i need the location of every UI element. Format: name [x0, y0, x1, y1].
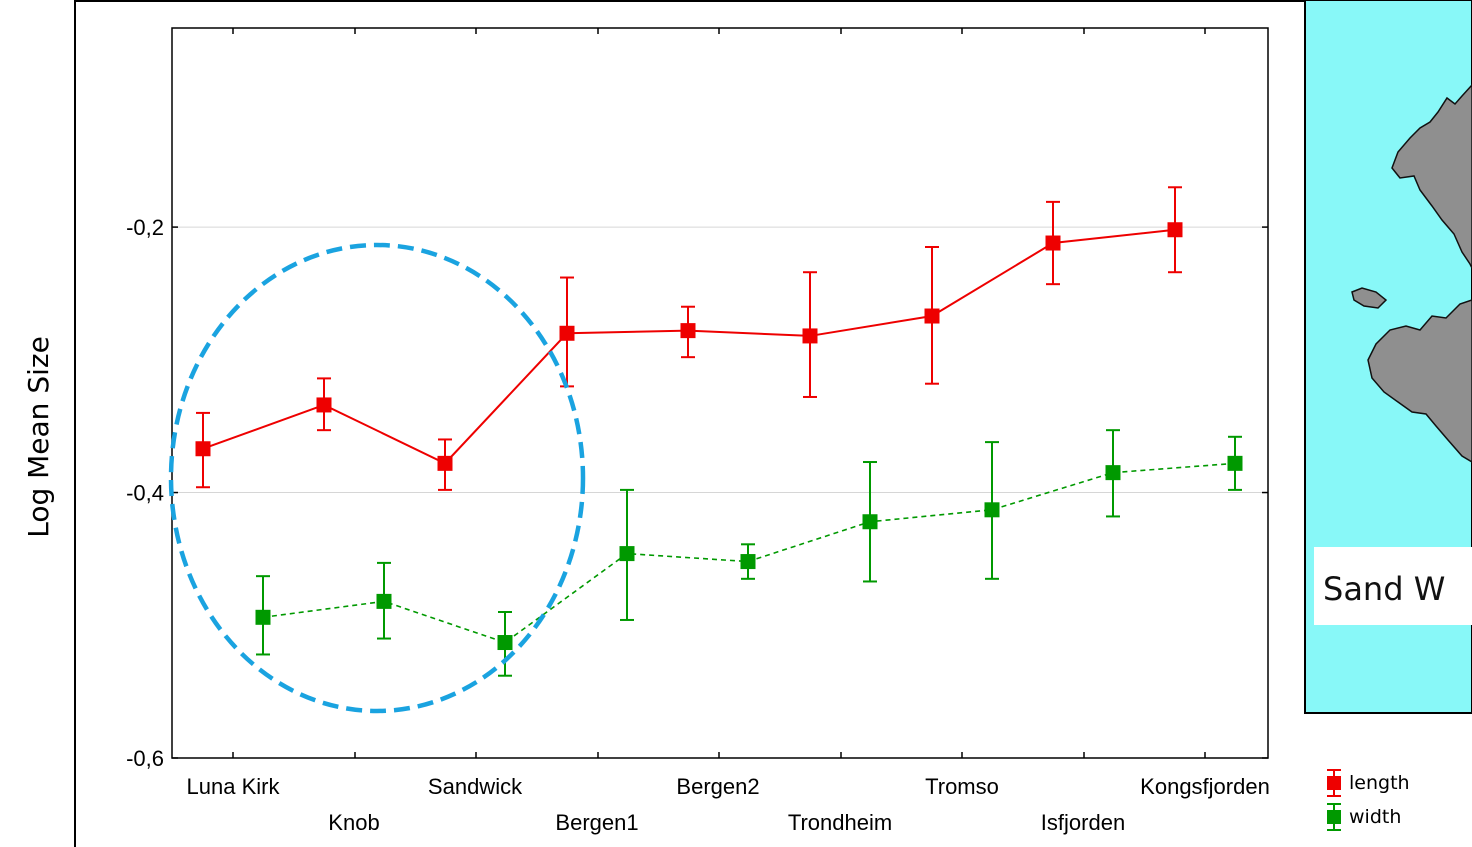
x-tick-label: Sandwick — [428, 774, 523, 799]
inset-map-land — [1351, 287, 1388, 309]
series-layer — [195, 186, 1243, 677]
data-point — [437, 455, 453, 471]
inset-caption-box — [1314, 547, 1472, 625]
inset-map-land — [1391, 83, 1472, 269]
data-point — [1227, 455, 1243, 471]
y-tick-label: -0,2 — [126, 215, 164, 240]
data-point — [497, 635, 513, 651]
data-point — [255, 609, 271, 625]
series-width — [255, 429, 1243, 677]
plot-area: Luna Kirk Knob Sandwick Bergen1 Bergen2 Trond… — [126, 27, 1270, 835]
x-tick-label: Trondheim — [788, 810, 892, 835]
y-tick-label: -0,6 — [126, 746, 164, 771]
data-point — [802, 328, 818, 344]
highlight-ellipse — [168, 242, 586, 714]
inset-caption: Sand W — [1323, 570, 1445, 608]
data-point — [1105, 465, 1121, 481]
data-point — [862, 514, 878, 530]
x-tick-label: Kongsfjorden — [1140, 774, 1270, 799]
data-point — [376, 593, 392, 609]
data-point — [316, 397, 332, 413]
inset-map-land — [1367, 299, 1472, 463]
x-axis-ticks: Luna Kirk Knob Sandwick Bergen1 Bergen2 Trond… — [187, 28, 1270, 835]
x-tick-label: Bergen2 — [676, 774, 759, 799]
data-point — [1167, 222, 1183, 238]
legend-swatch — [1327, 776, 1341, 790]
data-point — [680, 323, 696, 339]
x-tick-label: Knob — [328, 810, 379, 835]
gridlines — [172, 226, 1268, 494]
plot-frame — [171, 27, 1269, 759]
legend-swatch — [1327, 810, 1341, 824]
data-point — [984, 502, 1000, 518]
x-tick-label: Tromso — [925, 774, 999, 799]
data-point — [924, 308, 940, 324]
y-axis-ticks: -0,6 -0,4 -0,2 — [126, 215, 1268, 771]
x-tick-label: Bergen1 — [555, 810, 638, 835]
y-axis-title: Log Mean Size — [22, 336, 55, 538]
data-point — [740, 554, 756, 570]
data-point — [619, 546, 635, 562]
legend-label: width — [1349, 806, 1401, 828]
inset-map: Sand W — [1304, 0, 1472, 714]
data-point — [195, 441, 211, 457]
legend: length width — [1327, 769, 1410, 831]
y-tick-label: -0,4 — [126, 481, 164, 506]
data-point — [559, 325, 575, 341]
data-point — [1045, 235, 1061, 251]
legend-label: length — [1349, 772, 1410, 794]
x-tick-label: Luna Kirk — [187, 774, 281, 799]
x-tick-label: Isfjorden — [1041, 810, 1125, 835]
